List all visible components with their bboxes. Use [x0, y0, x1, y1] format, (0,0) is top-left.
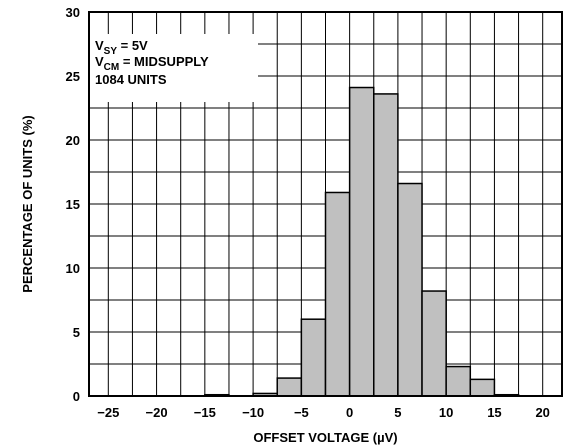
annotation: VSY = 5V VCM = MIDSUPPLY 1084 UNITS — [95, 38, 209, 87]
x-tick-label: −15 — [194, 405, 216, 420]
x-tick-label: 10 — [439, 405, 453, 420]
x-axis-label: OFFSET VOLTAGE (µV) — [253, 430, 397, 445]
annotation-line-3: 1084 UNITS — [95, 72, 167, 87]
histogram-bar — [397, 182, 423, 397]
annotation-box — [90, 34, 258, 102]
y-axis-label: PERCENTAGE OF UNITS (%) — [20, 115, 35, 292]
y-tick-label: 10 — [66, 261, 80, 276]
histogram-bar — [324, 191, 351, 397]
histogram-bar — [276, 377, 303, 397]
x-tick-labels: −25 −20 −15 −10 −5 0 5 10 15 20 — [97, 405, 550, 420]
x-tick-label: −5 — [294, 405, 309, 420]
y-tick-label: 20 — [66, 133, 80, 148]
x-tick-label: −25 — [97, 405, 119, 420]
histogram-bar — [348, 86, 375, 397]
histogram-bar — [300, 318, 327, 397]
x-tick-label: 20 — [535, 405, 549, 420]
histogram-bar — [421, 290, 447, 397]
histogram-bar — [373, 93, 399, 397]
y-tick-label: 25 — [66, 69, 80, 84]
x-tick-label: −20 — [146, 405, 168, 420]
y-tick-label: 0 — [73, 389, 80, 404]
y-tick-label: 30 — [66, 5, 80, 20]
x-tick-label: 0 — [346, 405, 353, 420]
annotation-line-2: VCM = MIDSUPPLY — [95, 54, 209, 73]
x-tick-label: 15 — [487, 405, 501, 420]
x-tick-label: −10 — [242, 405, 264, 420]
y-tick-label: 15 — [66, 197, 80, 212]
y-tick-labels: 0 5 10 15 20 25 30 — [66, 5, 80, 404]
y-tick-label: 5 — [73, 325, 80, 340]
plot-frame — [88, 11, 563, 397]
histogram-bar — [445, 365, 472, 397]
bars — [204, 86, 520, 397]
histogram-bar — [469, 378, 496, 397]
x-tick-label: 5 — [394, 405, 401, 420]
annotation-line-1: VSY = 5V — [95, 38, 148, 57]
